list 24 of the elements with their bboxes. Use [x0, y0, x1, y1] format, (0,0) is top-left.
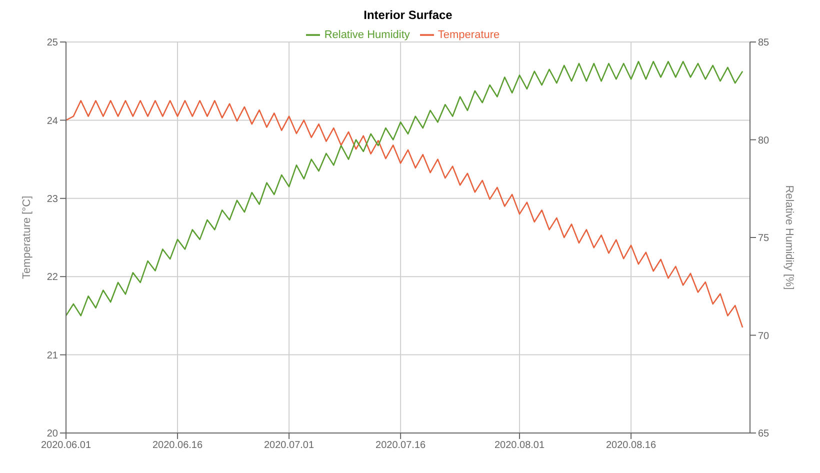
y-axis-title: Temperature [°C] [20, 196, 33, 280]
y2-tick-label: 80 [758, 135, 770, 146]
y-tick-label: 23 [46, 194, 58, 205]
y2-tick-label: 65 [758, 428, 770, 440]
y-tick-label: 24 [46, 116, 58, 127]
y2-tick-label: 70 [758, 330, 770, 342]
y-tick-label: 22 [46, 272, 58, 284]
legend-label: Temperature [438, 28, 500, 41]
y2-axis-title: Relative Humidity [%] [783, 185, 796, 290]
y-tick-label: 20 [46, 428, 58, 440]
line-series [66, 60, 744, 316]
y2-tick-label: 85 [758, 38, 770, 49]
x-tick-label: 2020.07.01 [264, 440, 314, 452]
legend-label: Relative Humidity [324, 28, 410, 41]
x-tick-label: 2020.08.16 [606, 440, 656, 452]
x-tick-label: 2020.06.01 [40, 440, 92, 452]
y-tick-label: 21 [46, 350, 58, 362]
y2-tick-label: 75 [758, 233, 770, 244]
x-tick-label: 2020.07.16 [376, 440, 426, 452]
line-series [66, 100, 744, 328]
chart-title: Interior Surface [362, 8, 454, 24]
x-tick-label: 2020.08.01 [494, 440, 545, 452]
x-tick-label: 2020.06.16 [152, 440, 203, 452]
y-tick-label: 25 [46, 38, 58, 49]
